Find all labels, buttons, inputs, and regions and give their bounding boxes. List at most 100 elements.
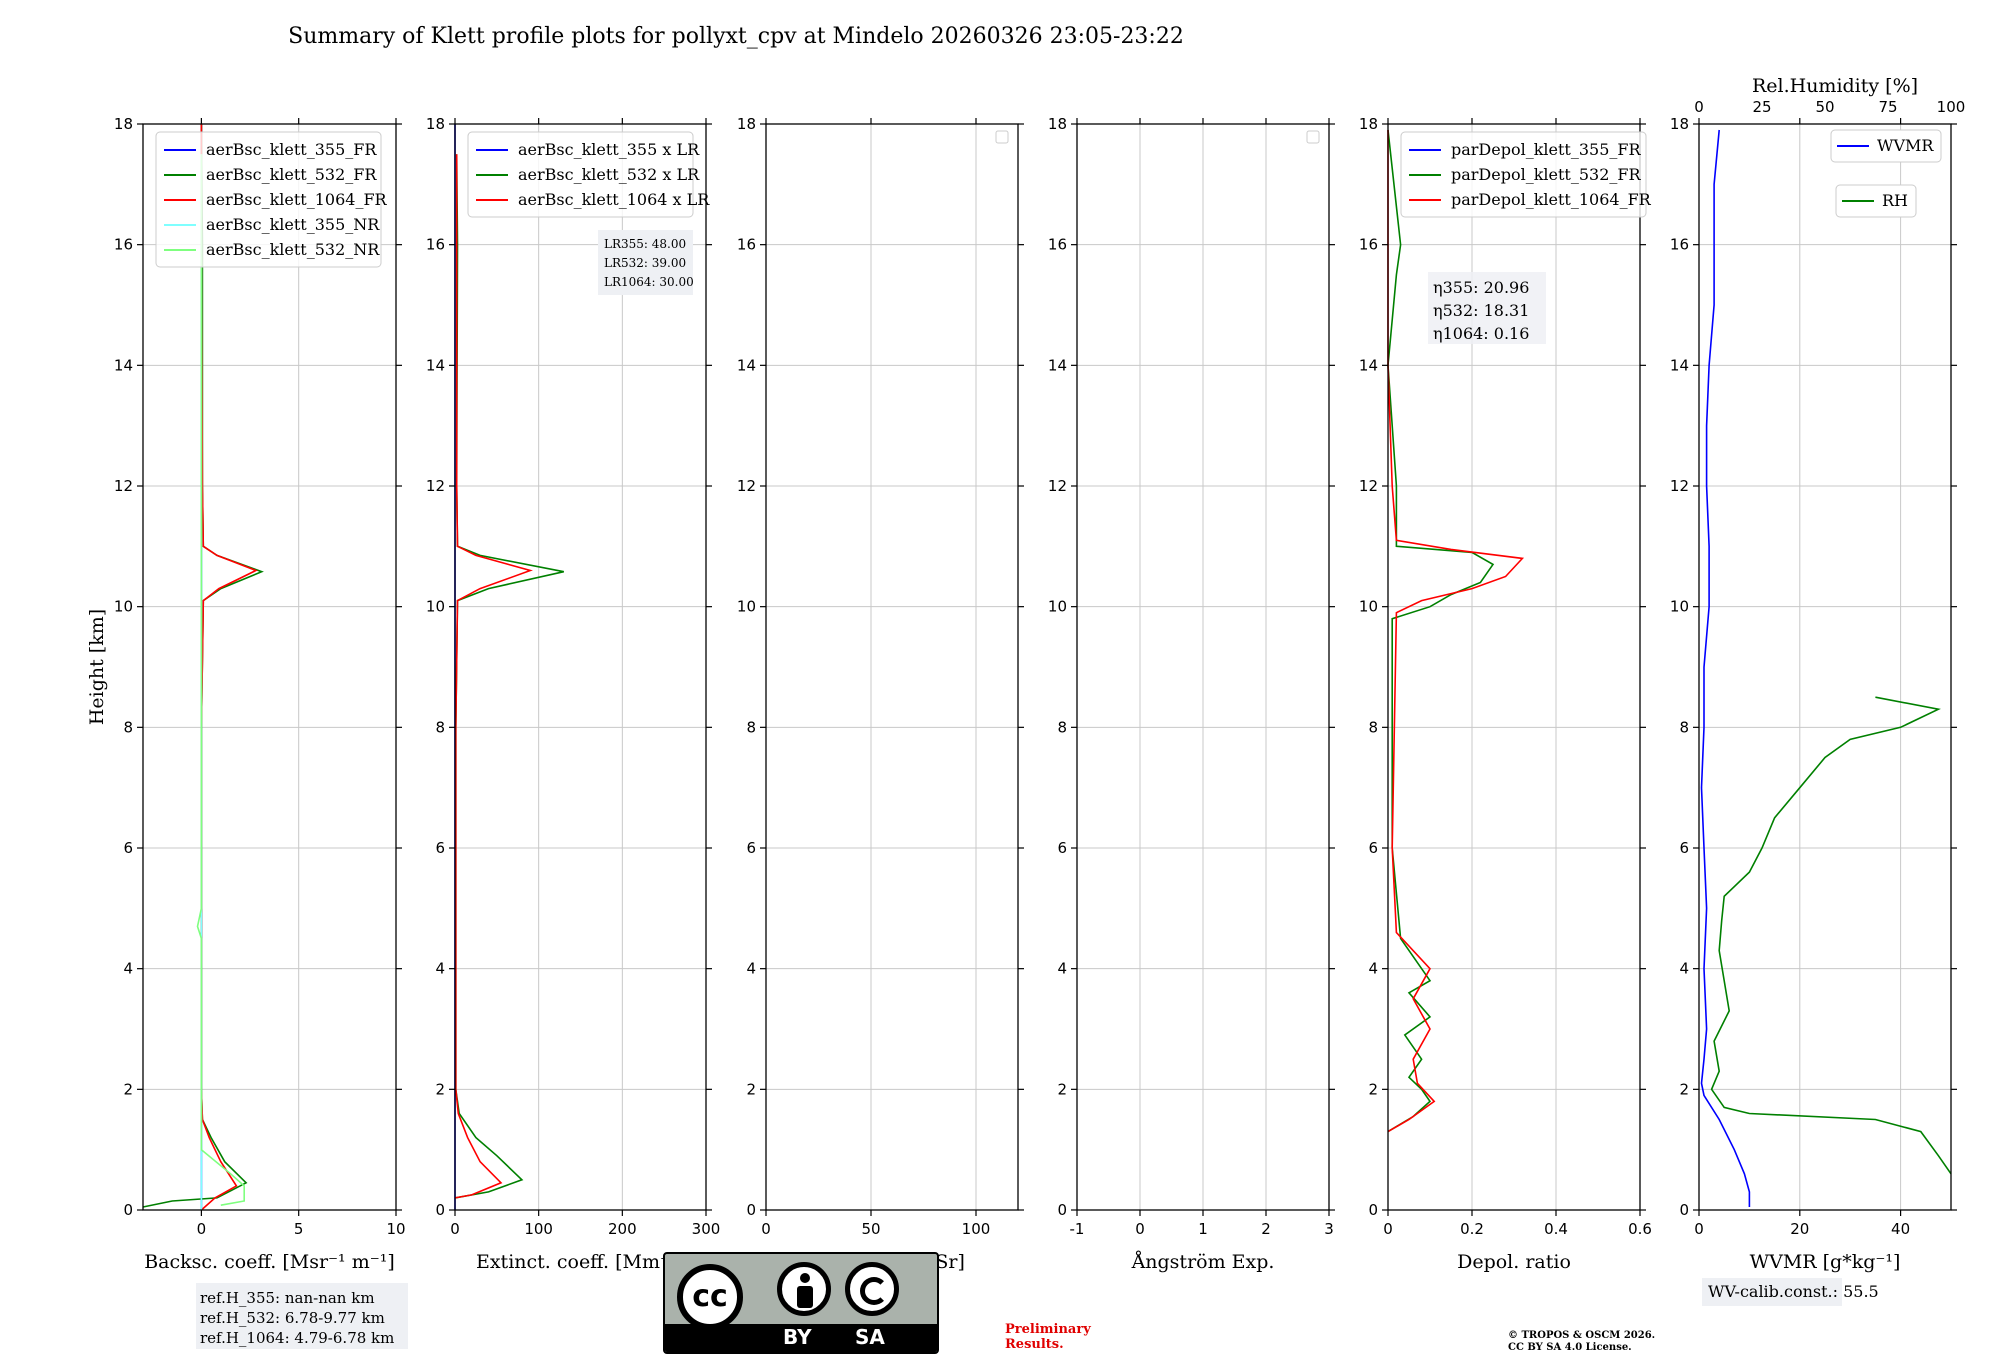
y-tick-label: 12 bbox=[1670, 477, 1689, 495]
legend-label: aerBsc_klett_532 x LR bbox=[518, 165, 700, 184]
legend-label: aerBsc_klett_355_NR bbox=[206, 215, 380, 234]
axes-frame bbox=[142, 123, 397, 1211]
legend-box bbox=[1835, 184, 1917, 218]
x-tick-label: -1 bbox=[1070, 1220, 1085, 1238]
eta-annotation: η532: 18.31 bbox=[1433, 301, 1529, 320]
copyright-label: © TROPOS & OSCM 2026. bbox=[1508, 1330, 1655, 1341]
series-line-aerBsc_klett_532 x LR bbox=[454, 154, 564, 1199]
y-tick-label: 0 bbox=[1679, 1201, 1689, 1219]
x2-axis-label: Rel.Humidity [%] bbox=[1752, 75, 1918, 97]
legend-label: WVMR bbox=[1877, 136, 1934, 155]
preliminary-label: Results. bbox=[1005, 1337, 1064, 1352]
copyright-label: CC BY SA 4.0 License. bbox=[1508, 1342, 1632, 1353]
legend-label: parDepol_klett_532_FR bbox=[1451, 165, 1642, 184]
y-tick-label: 0 bbox=[1368, 1201, 1378, 1219]
y-tick-label: 18 bbox=[114, 115, 133, 133]
y-tick-label: 14 bbox=[426, 356, 445, 374]
y-tick-label: 14 bbox=[1048, 356, 1067, 374]
x2-tick-label: 25 bbox=[1752, 98, 1771, 116]
y-tick-label: 12 bbox=[426, 477, 445, 495]
legend-box bbox=[1400, 131, 1647, 218]
y-tick-label: 6 bbox=[1368, 839, 1378, 857]
x2-tick-label: 75 bbox=[1878, 98, 1897, 116]
x-tick-label: 10 bbox=[386, 1220, 405, 1238]
y-tick-label: 12 bbox=[1359, 477, 1378, 495]
panel-backscatter: 0 2 4 6 8 10 12 14 16 18 0 5 10 Backsc. coeff. [Msr⁻¹… bbox=[86, 115, 408, 1349]
y-tick-label: 0 bbox=[123, 1201, 133, 1219]
x-axis-label: WVMR [g*kg⁻¹] bbox=[1750, 1251, 1901, 1273]
axes-frame bbox=[1698, 123, 1952, 1211]
y-tick-label: 8 bbox=[1368, 718, 1378, 736]
x-tick-label: 0.4 bbox=[1544, 1220, 1568, 1238]
y-tick-label: 14 bbox=[737, 356, 756, 374]
y-tick-label: 16 bbox=[1670, 236, 1689, 254]
y-tick-label: 10 bbox=[1048, 598, 1067, 616]
figure-title: Summary of Klett profile plots for polly… bbox=[288, 24, 1184, 49]
license-band bbox=[665, 1324, 937, 1352]
y-tick-label: 12 bbox=[114, 477, 133, 495]
y-tick-label: 8 bbox=[746, 718, 756, 736]
legend-box bbox=[1830, 129, 1942, 163]
refh-annotation: ref.H_532: 6.78-9.77 km bbox=[200, 1309, 385, 1327]
annotation-box bbox=[1428, 272, 1546, 344]
x2-tick-label: 0 bbox=[1694, 98, 1704, 116]
y-tick-label: 16 bbox=[737, 236, 756, 254]
y-tick-label: 18 bbox=[1048, 115, 1067, 133]
preliminary-label: Preliminary bbox=[1005, 1322, 1091, 1337]
lr-annotation: LR355: 48.00 bbox=[604, 237, 686, 251]
legend-label: aerBsc_klett_1064 x LR bbox=[518, 190, 710, 209]
y-tick-label: 14 bbox=[1359, 356, 1378, 374]
y-tick-label: 6 bbox=[1057, 839, 1067, 857]
y-tick-label: 2 bbox=[435, 1080, 445, 1098]
y-tick-label: 4 bbox=[746, 960, 756, 978]
empty-legend-box bbox=[995, 130, 1009, 144]
x-tick-label: 50 bbox=[861, 1220, 880, 1238]
x2-tick-label: 50 bbox=[1815, 98, 1834, 116]
y-tick-label: 10 bbox=[1359, 598, 1378, 616]
wv-calib-annotation: WV-calib.const.: 55.5 bbox=[1708, 1282, 1879, 1301]
share-alike-icon bbox=[845, 1262, 899, 1316]
y-tick-label: 2 bbox=[1057, 1080, 1067, 1098]
legend-label: parDepol_klett_1064_FR bbox=[1451, 190, 1652, 209]
x-tick-label: 300 bbox=[692, 1220, 721, 1238]
legend-label: aerBsc_klett_1064_FR bbox=[206, 190, 388, 209]
annotation-box bbox=[196, 1283, 408, 1349]
refh-annotation: ref.H_1064: 4.79-6.78 km bbox=[200, 1329, 394, 1347]
legend-label: aerBsc_klett_532_FR bbox=[206, 165, 377, 184]
annotation-box bbox=[1702, 1278, 1842, 1306]
license-by-label: BY bbox=[783, 1325, 812, 1349]
axes-frame bbox=[1387, 123, 1641, 1211]
y-tick-label: 18 bbox=[426, 115, 445, 133]
x-tick-label: 0.2 bbox=[1460, 1220, 1484, 1238]
x-axis-label: Extinct. coeff. [Mm⁻¹] bbox=[476, 1251, 685, 1273]
y-tick-label: 4 bbox=[1057, 960, 1067, 978]
y-tick-label: 16 bbox=[1048, 236, 1067, 254]
y-tick-label: 6 bbox=[123, 839, 133, 857]
lr-annotation: LR532: 39.00 bbox=[604, 256, 686, 270]
cc-license-badge: cc BY SA bbox=[663, 1252, 939, 1354]
panel-depol: 0 2 4 6 8 10 12 14 16 18 0 0.2 0.4 0.6 Depol. ratio par… bbox=[1359, 115, 1652, 1273]
x-tick-label: 20 bbox=[1790, 1220, 1809, 1238]
y-tick-label: 6 bbox=[746, 839, 756, 857]
y-tick-label: 12 bbox=[737, 477, 756, 495]
x-tick-label: 0 bbox=[1135, 1220, 1145, 1238]
y-tick-label: 10 bbox=[114, 598, 133, 616]
y-tick-label: 6 bbox=[1679, 839, 1689, 857]
legend-label: aerBsc_klett_355 x LR bbox=[518, 140, 700, 159]
y-tick-label: 2 bbox=[1368, 1080, 1378, 1098]
y-tick-label: 0 bbox=[746, 1201, 756, 1219]
panel-lidarratio: 024681012141618050100Lidar ratio [Sr] bbox=[737, 115, 1024, 1273]
y-tick-label: 0 bbox=[435, 1201, 445, 1219]
y-tick-label: 0 bbox=[1057, 1201, 1067, 1219]
eta-annotation: η1064: 0.16 bbox=[1433, 324, 1529, 343]
x-axis-label: Depol. ratio bbox=[1457, 1251, 1571, 1273]
x-tick-label: 0 bbox=[1694, 1220, 1704, 1238]
legend-label: RH bbox=[1882, 191, 1908, 210]
empty-legend-box bbox=[1306, 130, 1320, 144]
y-tick-label: 16 bbox=[114, 236, 133, 254]
y-tick-label: 4 bbox=[1368, 960, 1378, 978]
panel-extinction: 0 2 4 6 8 10 12 14 16 18 0 100 200 300 Extinct. coeff.… bbox=[426, 115, 720, 1273]
legend-box bbox=[467, 131, 694, 218]
